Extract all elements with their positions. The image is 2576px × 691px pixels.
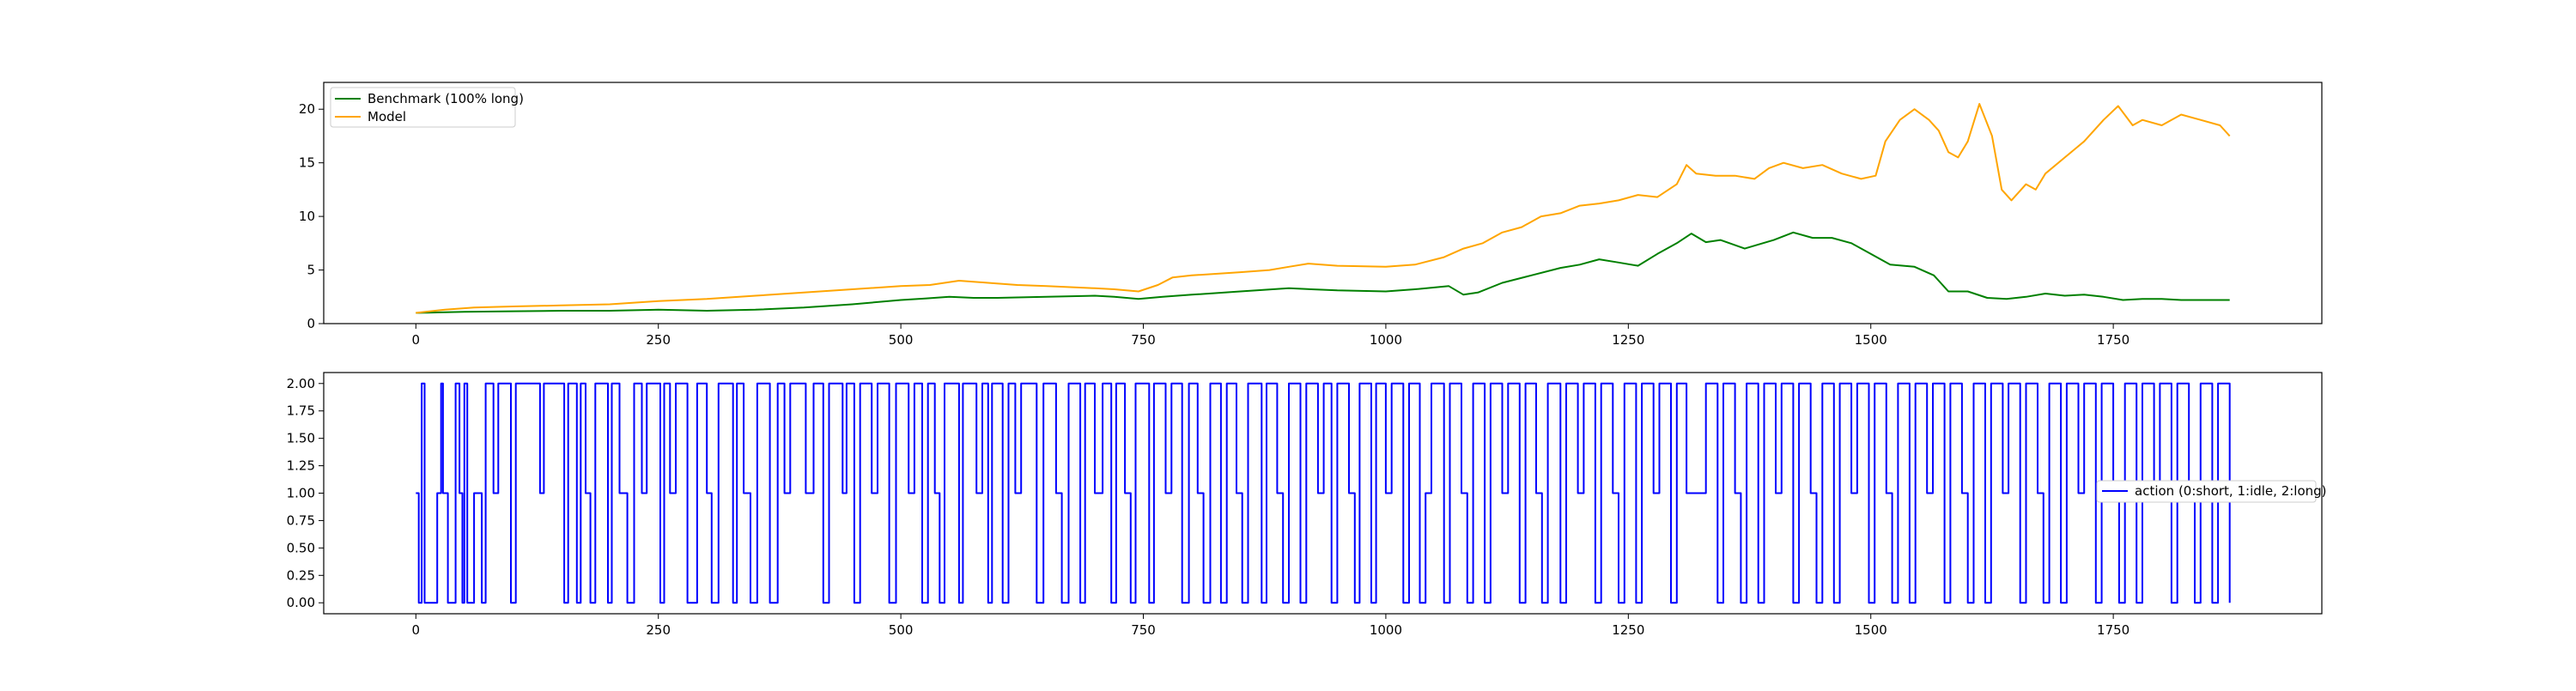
- bottom-y-tick-label: 0.00: [287, 595, 315, 610]
- top-y-tick-label: 5: [307, 263, 315, 278]
- top-x-tick-label: 0: [412, 332, 421, 348]
- top-x-tick-label: 1750: [2097, 332, 2129, 348]
- bottom-x-tick-label: 750: [1131, 622, 1156, 638]
- top-legend: Benchmark (100% long) Model: [330, 87, 524, 128]
- top-x-tick-label: 750: [1131, 332, 1156, 348]
- bottom-x-tick-label: 250: [646, 622, 671, 638]
- bottom-x-tick-label: 1750: [2097, 622, 2129, 638]
- series-line-model: [416, 103, 2231, 314]
- bottom-x-tick-label: 1250: [1612, 622, 1644, 638]
- top-x-tick-label: 500: [889, 332, 914, 348]
- bottom-y-tick-label: 1.25: [287, 458, 315, 474]
- top-y-tick-label: 0: [307, 316, 315, 331]
- bottom-x-tick-label: 0: [412, 622, 421, 638]
- bottom-x-tick-label: 1500: [1855, 622, 1887, 638]
- top-x-tick-label: 1500: [1855, 332, 1887, 348]
- series-line-benchmark-100-long: [416, 231, 2230, 314]
- bottom-y-tick-label: 1.50: [287, 431, 315, 446]
- top-y-tick-label: 10: [299, 209, 315, 224]
- legend-label-benchmark: Benchmark (100% long): [368, 91, 524, 106]
- bottom-y-tick-label: 1.00: [287, 486, 315, 501]
- top-x-tick-label: 1000: [1370, 332, 1402, 348]
- top-y-tick-label: 20: [299, 101, 315, 117]
- legend-label-model: Model: [368, 109, 406, 124]
- top-chart-content: 0 250 500 750 1000 1250 1500 1750 0 5 10 15 20: [299, 101, 2231, 348]
- series-line-action-0-short-1-idle-2-long: [416, 382, 2231, 604]
- bottom-legend-box: [2096, 480, 2317, 503]
- bottom-chart-content: 0 250 500 750 1000 1250 1500 1750 0.00 0.25 0.50 0.…: [287, 376, 2231, 638]
- legend-label-action: action (0:short, 1:idle, 2:long): [2135, 483, 2327, 499]
- top-y-tick-label: 15: [299, 155, 315, 171]
- top-chart: 0 250 500 750 1000 1250 1500 1750 0 5 10 15 20 Bench…: [299, 82, 2323, 348]
- bottom-x-tick-label: 1000: [1370, 622, 1402, 638]
- top-legend-box: [330, 87, 516, 128]
- bottom-legend: action (0:short, 1:idle, 2:long): [2096, 480, 2327, 503]
- bottom-y-tick-label: 0.50: [287, 540, 315, 555]
- top-x-tick-label: 250: [646, 332, 671, 348]
- bottom-y-tick-label: 2.00: [287, 376, 315, 391]
- top-x-tick-label: 1250: [1612, 332, 1644, 348]
- bottom-chart: 0 250 500 750 1000 1250 1500 1750 0.00 0.25 0.50 0.…: [287, 372, 2327, 638]
- bottom-x-tick-label: 500: [889, 622, 914, 638]
- bottom-y-tick-label: 0.75: [287, 512, 315, 528]
- bottom-y-tick-label: 1.75: [287, 403, 315, 419]
- top-plot-frame: [323, 82, 2323, 324]
- bottom-y-tick-label: 0.25: [287, 567, 315, 583]
